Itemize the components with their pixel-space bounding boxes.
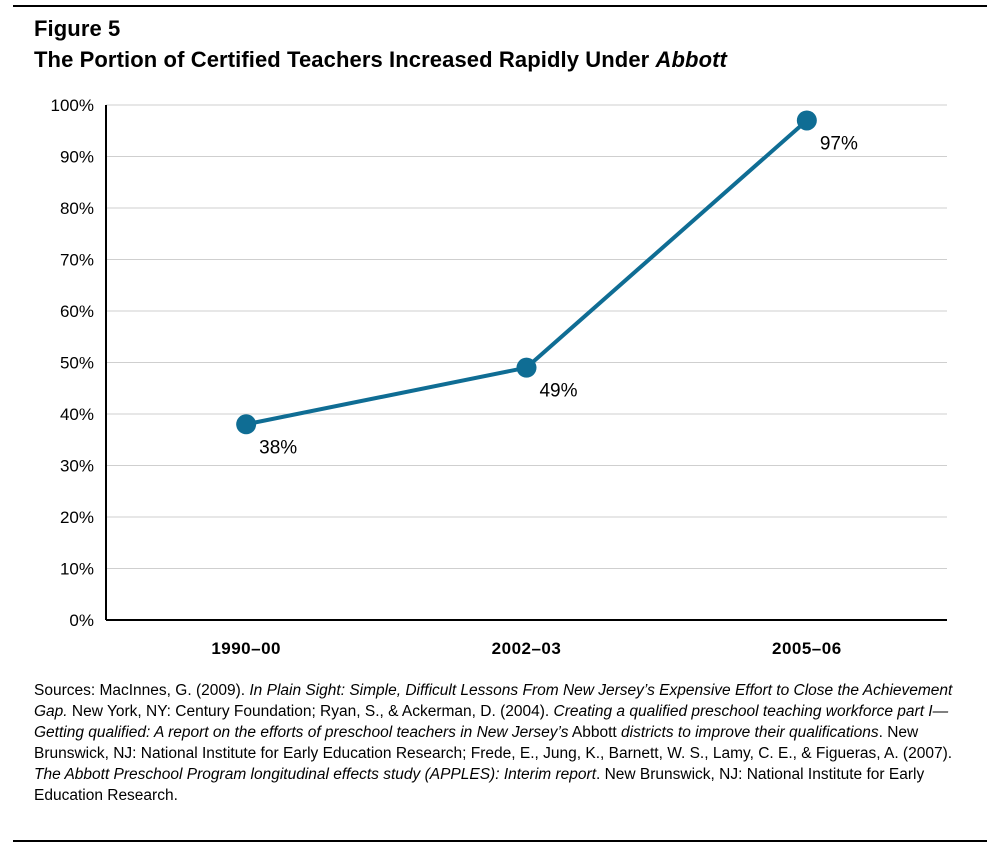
x-tick-label: 2002–03 <box>492 639 562 658</box>
data-point <box>236 414 257 435</box>
sources-segment: The Abbott Preschool Program longitudina… <box>34 766 596 783</box>
sources-segment: . New Brunswick, NJ: National Institute … <box>34 724 953 762</box>
data-label: 97% <box>820 133 858 154</box>
sources-segment: In Plain Sight: Simple, Difficult Lesson… <box>34 682 953 720</box>
figure-title-main: The Portion of Certified Teachers Increa… <box>34 47 656 72</box>
data-label: 49% <box>539 381 577 402</box>
y-tick-label: 90% <box>60 148 94 167</box>
series-line <box>244 118 809 427</box>
bottom-rule <box>13 840 987 842</box>
y-tick-label: 60% <box>60 302 94 321</box>
data-point <box>796 110 817 131</box>
data-point <box>516 357 537 378</box>
sources-segment: districts to improve their qualification… <box>621 724 879 741</box>
data-label: 38% <box>259 437 297 458</box>
figure-title: The Portion of Certified Teachers Increa… <box>34 47 727 73</box>
sources-note: Sources: MacInnes, G. (2009). In Plain S… <box>34 680 954 806</box>
y-tick-label: 0% <box>69 611 94 630</box>
sources-segment: . New Brunswick, NJ: National Institute … <box>34 766 925 804</box>
figure-label: Figure 5 <box>34 16 121 41</box>
sources-segment: New York, NY: Century Foundation; Ryan, … <box>67 703 554 720</box>
sources-segment: Sources: MacInnes, G. (2009). <box>34 682 250 699</box>
line-chart: 0% 10% 20% 30% 40% 50% 60% 70% 80% 90% 100% 1990–00… <box>51 96 947 658</box>
sources-segment: Abbott <box>568 724 622 741</box>
y-tick-label: 50% <box>60 354 94 373</box>
y-tick-label: 80% <box>60 199 94 218</box>
x-tick-label: 1990–00 <box>211 639 281 658</box>
y-tick-label: 100% <box>51 96 94 115</box>
sources-segment: Creating a qualified preschool teaching … <box>34 703 949 741</box>
y-tick-label: 20% <box>60 508 94 527</box>
figure-title-italic: Abbott <box>655 47 727 72</box>
y-tick-label: 40% <box>60 405 94 424</box>
y-tick-label: 30% <box>60 457 94 476</box>
top-rule <box>13 5 987 7</box>
y-tick-label: 10% <box>60 560 94 579</box>
y-tick-label: 70% <box>60 251 94 270</box>
x-tick-label: 2005–06 <box>772 639 842 658</box>
